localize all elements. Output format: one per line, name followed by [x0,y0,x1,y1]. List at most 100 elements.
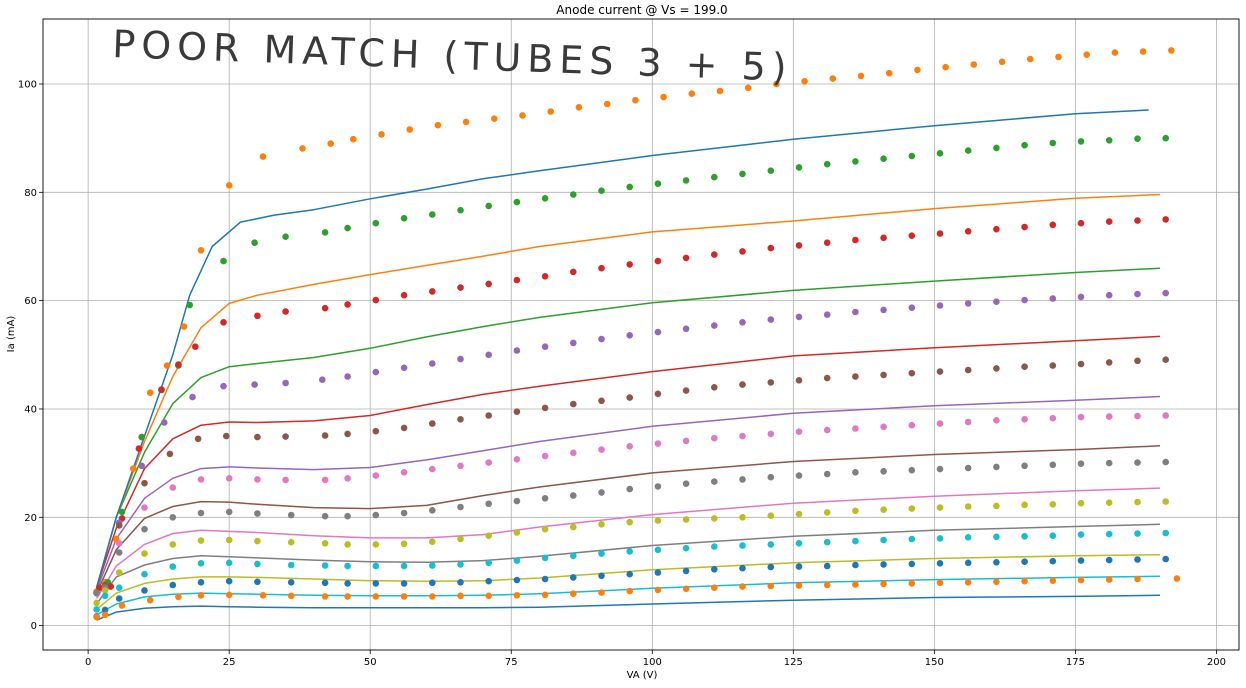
data-point [570,574,577,581]
data-point [1049,295,1057,302]
x-axis-label: VA (V) [627,670,658,681]
data-point [654,328,662,336]
data-point [885,69,893,77]
data-point [1077,219,1085,227]
data-point [541,554,549,562]
data-point [321,476,329,484]
y-tick-label: 60 [24,296,37,307]
data-point [739,564,746,572]
data-point [1162,289,1169,297]
data-point [344,512,351,520]
data-point [626,485,633,493]
scatter-series-15 [93,356,1169,597]
data-point [1134,498,1141,506]
data-point [254,312,261,320]
data-point [739,381,746,388]
data-point [254,560,261,568]
data-point [598,550,605,557]
data-point [485,280,493,288]
data-point [541,273,549,280]
data-point [852,561,859,569]
data-point [682,387,690,394]
data-point [1077,360,1085,368]
data-point [1105,499,1113,507]
data-point [767,167,775,174]
data-point [711,251,718,258]
data-point [197,592,205,599]
data-point [711,478,718,485]
data-point [598,187,605,194]
data-point [1162,555,1169,563]
data-point [429,538,436,545]
scatter-series-18 [93,498,1169,607]
data-point [711,173,718,181]
data-point [682,437,690,445]
data-point [660,93,667,101]
data-point [485,412,493,419]
series-line [95,445,1161,594]
data-point [993,298,1000,306]
data-point [908,232,916,239]
scatter-series-13 [96,216,1169,591]
data-point [1162,356,1169,364]
data-point [541,525,549,533]
data-point [344,580,351,587]
axis-ticks: 0 25 50 75 100 125 150 175 200 0 20 40 60 80 100 [18,79,1226,668]
data-point [767,563,775,571]
data-point [964,559,972,567]
data-point [908,466,916,474]
data-point [400,562,408,570]
data-point [254,433,261,441]
series-line [95,335,1161,588]
data-point [344,541,351,548]
data-point [344,224,351,232]
data-point [1083,51,1090,58]
data-point [457,535,464,543]
data-point [485,500,493,508]
scatter-series-16 [93,412,1169,597]
data-point [767,316,775,323]
data-point [1077,138,1085,145]
data-point [197,509,205,517]
data-point [1021,363,1028,371]
data-point [711,543,718,550]
data-point [598,521,605,528]
data-point [101,587,109,594]
data-point [287,538,295,546]
data-point [225,475,233,482]
data-point [400,424,408,432]
data-point [282,379,289,387]
data-point [163,362,171,369]
data-point [880,306,887,314]
data-point [626,183,633,191]
data-point [1049,139,1057,147]
data-point [908,505,916,512]
data-point [852,308,859,316]
plot-frame [42,18,1240,651]
data-point [406,126,414,133]
data-point [282,433,289,440]
data-point [1105,556,1113,564]
data-point [914,66,921,74]
data-point [598,589,605,596]
data-point [197,476,205,483]
data-point [299,145,306,152]
data-point [429,420,436,427]
data-point [942,63,949,71]
data-point [400,215,408,222]
data-point [795,313,803,321]
data-point [457,561,464,568]
data-point [1021,462,1028,470]
data-point [1162,498,1169,505]
data-point [654,546,662,554]
data-point [282,476,289,484]
data-point [654,517,662,524]
data-point [682,480,690,488]
data-point [225,182,233,189]
data-point [541,575,549,583]
series-line [95,193,1161,588]
data-point [282,308,289,315]
data-point [429,288,436,295]
data-point [321,540,329,547]
data-point [852,236,859,244]
